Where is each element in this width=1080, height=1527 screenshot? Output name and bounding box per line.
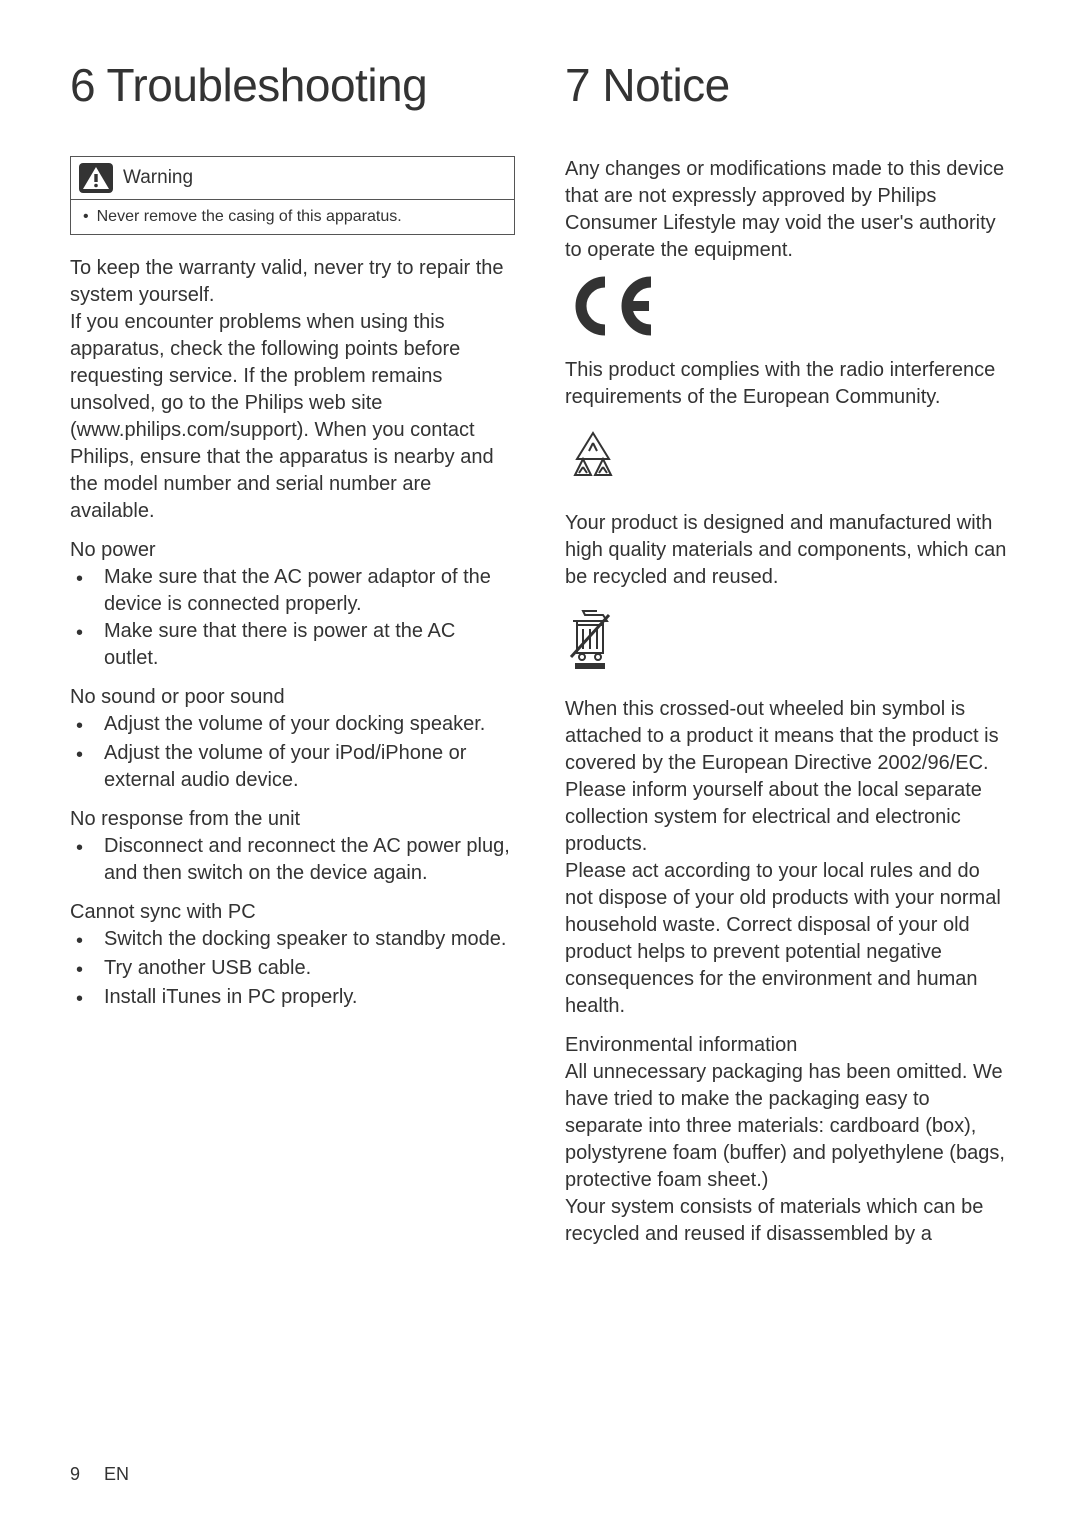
trouble-list-item: • Install iTunes in PC properly. (70, 984, 515, 1013)
notice-p4: When this crossed-out wheeled bin symbol… (565, 696, 1010, 777)
trouble-item-text: Try another USB cable. (104, 955, 311, 984)
trouble-subhead: No response from the unit (70, 808, 515, 831)
recycle-icon (565, 429, 1010, 490)
trouble-item-text: Make sure that there is power at the AC … (104, 618, 515, 672)
notice-p2: This product complies with the radio int… (565, 357, 1010, 411)
trouble-item-text: Switch the docking speaker to standby mo… (104, 926, 506, 955)
trouble-list: • Disconnect and reconnect the AC power p… (70, 833, 515, 887)
page-footer: 9 EN (70, 1464, 129, 1485)
bullet-dot: • (76, 926, 86, 955)
trouble-item-text: Disconnect and reconnect the AC power pl… (104, 833, 515, 887)
notice-title: 7 Notice (565, 60, 1010, 111)
trouble-list: • Adjust the volume of your docking speak… (70, 711, 515, 794)
trouble-subhead: Cannot sync with PC (70, 901, 515, 924)
trouble-list-item: • Try another USB cable. (70, 955, 515, 984)
trouble-subhead: No power (70, 539, 515, 562)
trouble-list-item: • Adjust the volume of your docking speak… (70, 711, 515, 740)
bullet-dot: • (83, 208, 89, 226)
troubleshooting-title: 6 Troubleshooting (70, 60, 515, 111)
trouble-item-text: Install iTunes in PC properly. (104, 984, 357, 1013)
notice-p8: Your system consists of materials which … (565, 1194, 1010, 1248)
intro-paragraph-2: If you encounter problems when using thi… (70, 309, 515, 525)
trouble-list-item: • Adjust the volume of your iPod/iPhone o… (70, 740, 515, 794)
ce-mark-icon (565, 274, 1010, 343)
bullet-dot: • (76, 618, 86, 672)
warning-box: Warning • Never remove the casing of thi… (70, 156, 515, 235)
notice-p3: Your product is designed and manufacture… (565, 510, 1010, 591)
intro-paragraph-1: To keep the warranty valid, never try to… (70, 255, 515, 309)
language-code: EN (104, 1464, 129, 1485)
page-number: 9 (70, 1464, 80, 1485)
trouble-list-item: • Disconnect and reconnect the AC power p… (70, 833, 515, 887)
trouble-list-item: • Switch the docking speaker to standby m… (70, 926, 515, 955)
env-heading: Environmental information (565, 1034, 1010, 1057)
trouble-list: • Make sure that the AC power adaptor of … (70, 564, 515, 672)
warning-header: Warning (71, 157, 514, 200)
notice-p5: Please inform yourself about the local s… (565, 777, 1010, 858)
warning-label: Warning (123, 167, 193, 189)
warning-body: • Never remove the casing of this appara… (71, 200, 514, 234)
notice-p1: Any changes or modifications made to thi… (565, 156, 1010, 264)
trouble-sections: No power•Make sure that the AC power ada… (70, 539, 515, 1013)
bullet-dot: • (76, 984, 86, 1013)
bullet-dot: • (76, 740, 86, 794)
trouble-item-text: Make sure that the AC power adaptor of t… (104, 564, 515, 618)
warning-icon (79, 163, 113, 193)
bullet-dot: • (76, 833, 86, 887)
trouble-item-text: Adjust the volume of your iPod/iPhone or… (104, 740, 515, 794)
bullet-dot: • (76, 564, 86, 618)
trouble-item-text: Adjust the volume of your docking speake… (104, 711, 485, 740)
bullet-dot: • (76, 711, 86, 740)
weee-bin-icon (565, 609, 1010, 676)
warning-text: Never remove the casing of this apparatu… (97, 208, 402, 226)
bullet-dot: • (76, 955, 86, 984)
trouble-list-item: • Make sure that there is power at the AC… (70, 618, 515, 672)
trouble-list: • Switch the docking speaker to standby m… (70, 926, 515, 1013)
left-column: 6 Troubleshooting Warning • Never remove… (70, 60, 515, 1248)
trouble-list-item: • Make sure that the AC power adaptor of … (70, 564, 515, 618)
notice-p7: All unnecessary packaging has been omitt… (565, 1059, 1010, 1194)
trouble-subhead: No sound or poor sound (70, 686, 515, 709)
right-column: 7 Notice Any changes or modifications ma… (565, 60, 1010, 1248)
notice-p6: Please act according to your local rules… (565, 858, 1010, 1020)
